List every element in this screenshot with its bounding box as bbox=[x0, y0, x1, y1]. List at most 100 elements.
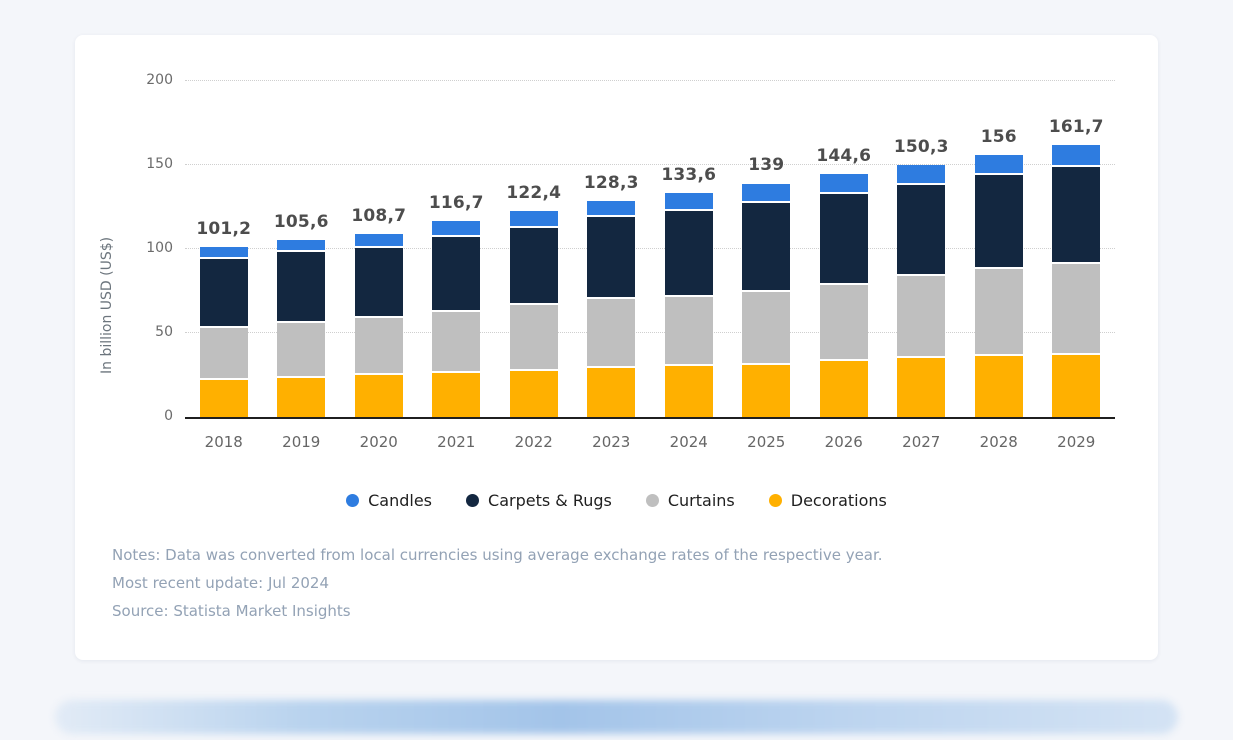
bar-2028 bbox=[974, 154, 1023, 417]
bar-segment-candles-2024[interactable] bbox=[664, 192, 713, 212]
bar-segment-carpets-rugs-2026[interactable] bbox=[819, 194, 868, 286]
bar-segment-decorations-2024[interactable] bbox=[664, 366, 713, 417]
x-axis-label-2021: 2021 bbox=[437, 433, 476, 451]
bar-segment-curtains-2023[interactable] bbox=[587, 298, 636, 368]
x-axis-label-2023: 2023 bbox=[592, 433, 631, 451]
x-axis-label-2024: 2024 bbox=[669, 433, 708, 451]
bar-group-2026: 144,6 bbox=[805, 81, 883, 417]
bar-segment-candles-2029[interactable] bbox=[1052, 145, 1101, 167]
legend-item-carpets-rugs[interactable]: Carpets & Rugs bbox=[466, 491, 612, 510]
bar-2018 bbox=[199, 247, 248, 417]
bar-segment-carpets-rugs-2028[interactable] bbox=[974, 175, 1023, 270]
bar-2021 bbox=[432, 221, 481, 417]
bar-segment-curtains-2027[interactable] bbox=[897, 276, 946, 358]
bar-group-2029: 161,7 bbox=[1038, 81, 1116, 417]
legend-item-candles[interactable]: Candles bbox=[346, 491, 432, 510]
bar-segment-carpets-rugs-2021[interactable] bbox=[432, 236, 481, 312]
bar-segment-candles-2027[interactable] bbox=[897, 164, 946, 186]
y-axis-title: In billion USD (US$) bbox=[99, 236, 115, 374]
bar-segment-carpets-rugs-2023[interactable] bbox=[587, 217, 636, 299]
x-axis-label-2027: 2027 bbox=[902, 433, 941, 451]
bar-segment-curtains-2022[interactable] bbox=[509, 304, 558, 371]
bar-segment-decorations-2020[interactable] bbox=[354, 374, 403, 417]
bar-segment-candles-2018[interactable] bbox=[199, 247, 248, 259]
bar-total-label-2025: 139 bbox=[748, 155, 785, 176]
y-axis-tick-50: 50 bbox=[155, 324, 173, 340]
legend-label-curtains: Curtains bbox=[667, 491, 735, 510]
bar-segment-carpets-rugs-2018[interactable] bbox=[199, 258, 248, 329]
bar-segment-candles-2026[interactable] bbox=[819, 174, 868, 195]
bar-segment-decorations-2029[interactable] bbox=[1052, 354, 1101, 417]
bar-segment-decorations-2018[interactable] bbox=[199, 379, 248, 417]
bar-segment-carpets-rugs-2024[interactable] bbox=[664, 211, 713, 297]
bar-group-2025: 139 bbox=[728, 81, 806, 417]
gridline-150 bbox=[185, 164, 1115, 165]
legend-swatch-curtains bbox=[645, 494, 659, 507]
bar-group-2027: 150,3 bbox=[883, 81, 961, 417]
bar-2022 bbox=[509, 211, 558, 417]
bar-segment-carpets-rugs-2020[interactable] bbox=[354, 247, 403, 319]
bar-segment-carpets-rugs-2027[interactable] bbox=[897, 185, 946, 277]
bar-segment-candles-2020[interactable] bbox=[354, 234, 403, 248]
bar-segment-curtains-2024[interactable] bbox=[664, 296, 713, 367]
page-bottom-glow bbox=[55, 700, 1178, 734]
legend-swatch-decorations bbox=[768, 494, 782, 507]
updated-line: Most recent update: Jul 2024 bbox=[112, 574, 329, 592]
bar-2024 bbox=[664, 192, 713, 417]
legend-label-carpets-rugs: Carpets & Rugs bbox=[488, 491, 612, 510]
bar-segment-decorations-2025[interactable] bbox=[742, 364, 791, 417]
bar-segment-candles-2019[interactable] bbox=[277, 239, 326, 252]
y-axis-tick-200: 200 bbox=[146, 72, 173, 88]
bar-segment-curtains-2020[interactable] bbox=[354, 318, 403, 375]
bar-group-2019: 105,6 bbox=[263, 81, 341, 417]
bar-segment-decorations-2028[interactable] bbox=[974, 356, 1023, 417]
bar-segment-candles-2022[interactable] bbox=[509, 211, 558, 229]
bar-2027 bbox=[897, 164, 946, 417]
legend-item-curtains[interactable]: Curtains bbox=[645, 491, 735, 510]
bar-segment-curtains-2018[interactable] bbox=[199, 328, 248, 380]
bar-segment-curtains-2028[interactable] bbox=[974, 269, 1023, 357]
bar-total-label-2024: 133,6 bbox=[661, 164, 717, 185]
plot-area: 101,2 105,6 108,7 116,7 122,4 128,3 133,6 139 14… bbox=[185, 80, 1116, 419]
bar-segment-carpets-rugs-2019[interactable] bbox=[277, 251, 326, 324]
x-axis-labels: 2018 2019 2020 2021 2022 2023 2024 2025 2026 2027… bbox=[185, 433, 1115, 451]
legend-item-decorations[interactable]: Decorations bbox=[768, 491, 887, 510]
bar-segment-decorations-2023[interactable] bbox=[587, 367, 636, 417]
notes-line: Notes: Data was converted from local cur… bbox=[112, 546, 883, 564]
y-axis-tick-0: 0 bbox=[164, 408, 173, 424]
bar-segment-candles-2023[interactable] bbox=[587, 201, 636, 218]
bar-segment-curtains-2025[interactable] bbox=[742, 291, 791, 365]
bar-group-2020: 108,7 bbox=[340, 81, 418, 417]
x-axis-label-2019: 2019 bbox=[282, 433, 321, 451]
x-axis-label-2029: 2029 bbox=[1057, 433, 1096, 451]
bar-segment-carpets-rugs-2022[interactable] bbox=[509, 228, 558, 305]
legend: Candles Carpets & Rugs Curtains Decorations bbox=[75, 491, 1158, 510]
bar-segment-decorations-2019[interactable] bbox=[277, 377, 326, 417]
bar-segment-curtains-2021[interactable] bbox=[432, 311, 481, 373]
bar-total-label-2019: 105,6 bbox=[273, 211, 329, 232]
gridline-100 bbox=[185, 248, 1115, 249]
bar-segment-candles-2028[interactable] bbox=[974, 154, 1023, 176]
bar-2026 bbox=[819, 174, 868, 417]
bar-segment-carpets-rugs-2025[interactable] bbox=[742, 202, 791, 292]
source-line: Source: Statista Market Insights bbox=[112, 602, 351, 620]
y-axis-tick-150: 150 bbox=[146, 156, 173, 172]
bar-group-2021: 116,7 bbox=[418, 81, 496, 417]
bar-segment-decorations-2021[interactable] bbox=[432, 372, 481, 417]
bar-segment-decorations-2026[interactable] bbox=[819, 361, 868, 417]
bar-segment-curtains-2029[interactable] bbox=[1052, 263, 1101, 355]
bar-segment-carpets-rugs-2029[interactable] bbox=[1052, 166, 1101, 264]
gridline-200 bbox=[185, 80, 1115, 81]
legend-swatch-candles bbox=[346, 494, 360, 507]
bar-total-label-2020: 108,7 bbox=[351, 206, 407, 227]
bar-segment-curtains-2026[interactable] bbox=[819, 285, 868, 362]
x-axis-label-2026: 2026 bbox=[824, 433, 863, 451]
bar-segment-curtains-2019[interactable] bbox=[277, 323, 326, 378]
bar-segment-decorations-2022[interactable] bbox=[509, 370, 558, 417]
bar-segment-decorations-2027[interactable] bbox=[897, 357, 946, 417]
bar-segment-candles-2021[interactable] bbox=[432, 221, 481, 237]
bar-total-label-2023: 128,3 bbox=[583, 173, 639, 194]
bar-segment-candles-2025[interactable] bbox=[742, 183, 791, 203]
x-axis-label-2025: 2025 bbox=[747, 433, 786, 451]
x-axis-label-2018: 2018 bbox=[204, 433, 243, 451]
